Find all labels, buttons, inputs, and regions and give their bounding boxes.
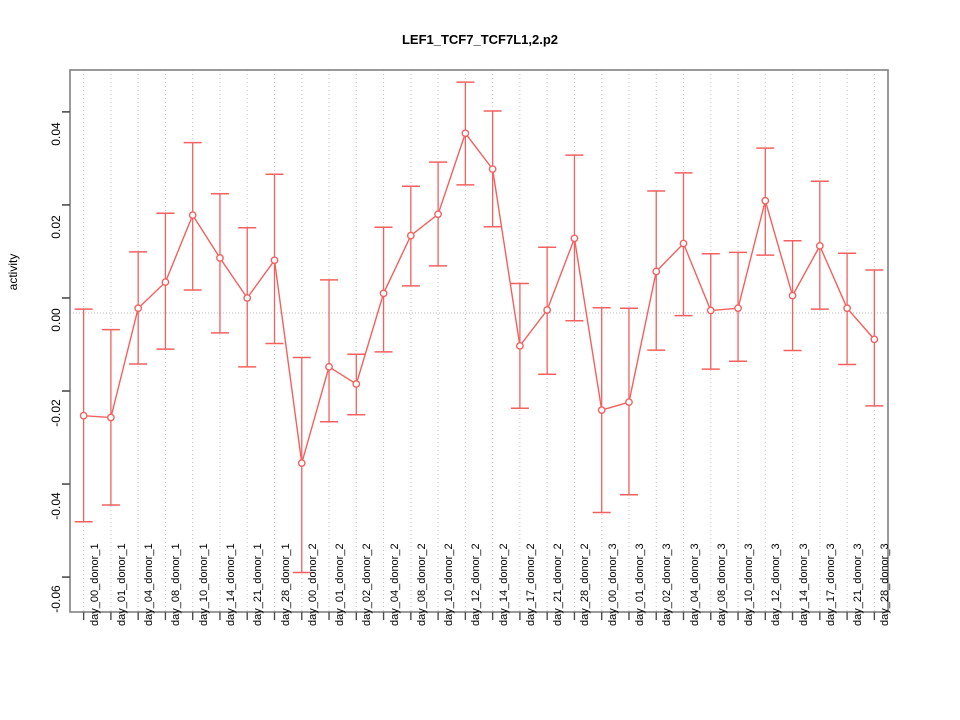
x-tick-label: day_10_donor_3 — [743, 543, 756, 626]
x-tick-label: day_04_donor_2 — [388, 543, 401, 626]
x-tick-label: day_08_donor_1 — [170, 543, 183, 626]
x-tick-label: day_00_donor_3 — [606, 543, 619, 626]
x-tick-label: day_08_donor_3 — [715, 543, 728, 626]
x-tick-label: day_17_donor_3 — [824, 543, 837, 626]
x-tick-label: day_12_donor_2 — [470, 543, 483, 626]
x-tick-label: day_21_donor_2 — [552, 543, 565, 626]
x-tick-label: day_01_donor_3 — [633, 543, 646, 626]
x-tick-label: day_21_donor_1 — [252, 543, 265, 626]
y-tick-label: 0.04 — [49, 122, 63, 146]
x-tick-label: day_10_donor_2 — [443, 543, 456, 626]
x-tick-label: day_02_donor_2 — [361, 543, 374, 626]
y-tick-label: -0.04 — [49, 492, 63, 520]
x-tick-label: day_01_donor_2 — [334, 543, 347, 626]
x-tick-label: day_28_donor_2 — [579, 543, 592, 626]
y-tick-label: 0.02 — [49, 215, 63, 239]
x-tick-label: day_04_donor_3 — [688, 543, 701, 626]
error-bars — [74, 81, 884, 574]
data-point-markers — [79, 129, 879, 468]
x-tick-label: day_01_donor_1 — [115, 543, 128, 626]
chart-title: LEF1_TCF7_TCF7L1,2.p2 — [401, 32, 559, 47]
y-tick-label: 0.00 — [49, 308, 63, 332]
x-tick-label: day_00_donor_1 — [88, 543, 101, 626]
x-tick-label: day_08_donor_2 — [415, 543, 428, 626]
x-tick-label: day_04_donor_1 — [143, 543, 156, 626]
y-tick-label: -0.06 — [49, 585, 63, 613]
x-tick-label: day_21_donor_3 — [852, 543, 865, 626]
x-tick-label: day_14_donor_2 — [497, 543, 510, 626]
x-tick-label: day_28_donor_1 — [279, 543, 292, 626]
x-tick-label: day_12_donor_3 — [770, 543, 783, 626]
x-tick-label: day_00_donor_2 — [306, 543, 319, 626]
x-tick-label: day_14_donor_3 — [797, 543, 810, 626]
x-axis-ticks — [82, 612, 876, 620]
x-tick-label: day_10_donor_1 — [197, 543, 210, 626]
y-axis-ticks — [62, 111, 70, 578]
y-tick-label: -0.02 — [49, 399, 63, 427]
x-tick-label: day_28_donor_3 — [879, 543, 892, 626]
plot-border — [69, 69, 889, 613]
x-tick-label: day_14_donor_1 — [224, 543, 237, 626]
series-line — [83, 131, 875, 464]
x-tick-label: day_17_donor_2 — [524, 543, 537, 626]
x-tick-label: day_02_donor_3 — [661, 543, 674, 626]
